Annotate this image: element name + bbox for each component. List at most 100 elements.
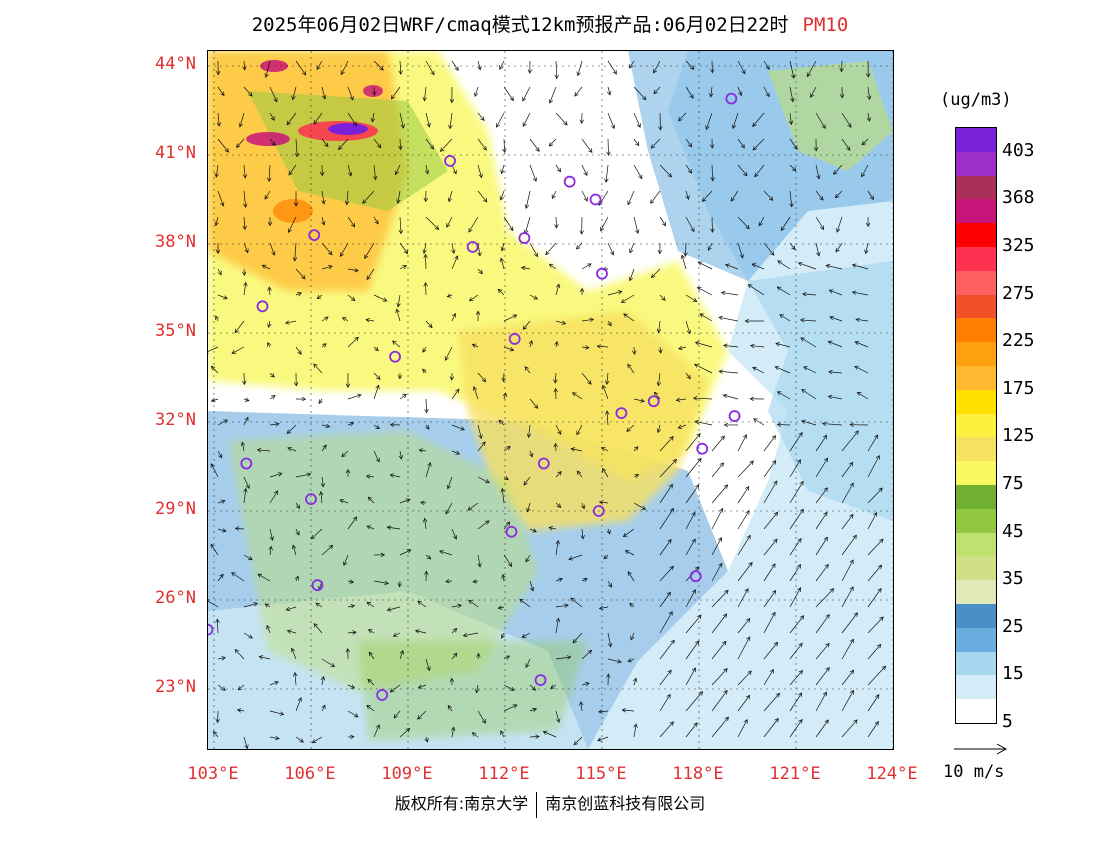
legend-label: 225: [1002, 330, 1035, 352]
wind-arrow: [763, 459, 777, 478]
central-green-zone: [228, 431, 538, 691]
legend-swatch: [956, 151, 996, 177]
wind-arrow: [473, 86, 479, 98]
wind-arrow: [694, 341, 713, 348]
wind-arrow: [243, 416, 249, 426]
wind-arrow: [529, 734, 540, 739]
wind-arrow: [286, 112, 297, 126]
wind-arrow: [776, 422, 791, 427]
legend-swatch: [956, 294, 996, 319]
legend-label: 275: [1002, 282, 1035, 304]
wind-arrow: [576, 60, 583, 77]
wind-arrow: [267, 164, 272, 183]
wind-arrow: [659, 436, 674, 452]
wind-arrow: [598, 605, 609, 611]
wind-arrow: [423, 253, 428, 270]
wind-arrow: [313, 363, 323, 374]
wind-arrow: [633, 723, 638, 738]
city-marker: [444, 155, 456, 167]
wind-arrow: [392, 632, 401, 637]
wind-arrow: [451, 603, 462, 609]
wind-arrow: [347, 579, 355, 584]
wind-arrow: [389, 473, 401, 478]
wind-arrow: [503, 704, 518, 712]
wind-arrow: [737, 485, 750, 504]
wind-arrow: [269, 735, 280, 741]
wind-arrow: [269, 490, 279, 504]
wind-arrow: [867, 538, 884, 556]
wind-arrow: [477, 60, 482, 71]
wind-arrow: [208, 346, 219, 354]
city-marker: [505, 525, 518, 538]
wind-arrow: [789, 718, 803, 738]
wind-arrow: [217, 419, 228, 426]
wind-arrow: [815, 190, 824, 201]
wind-arrow: [217, 190, 225, 207]
wind-arrow: [526, 502, 531, 513]
wind-arrow: [242, 164, 248, 179]
legend-swatch: [956, 699, 996, 724]
wind-arrow: [763, 480, 778, 504]
wind-arrow: [861, 138, 869, 146]
wind-arrow: [763, 60, 770, 70]
wind-arrow: [347, 630, 357, 635]
wind-arrow: [390, 86, 401, 100]
wind-arrow: [503, 476, 509, 481]
wind-arrow: [241, 268, 247, 277]
wind-arrow: [723, 422, 739, 428]
wind-arrow: [399, 265, 408, 270]
wind-arrow: [659, 164, 673, 178]
wind-arrow: [477, 441, 486, 452]
wind-arrow: [633, 164, 643, 180]
wind-arrow: [627, 190, 635, 206]
wind-arrow: [373, 138, 382, 149]
legend-label: 125: [1002, 425, 1035, 447]
wind-arrow: [596, 344, 609, 349]
wind-arrow: [659, 216, 667, 227]
wind-arrow: [789, 459, 801, 478]
legend-label: 325: [1002, 235, 1035, 256]
wind-arrow: [347, 294, 356, 302]
wind-arrow: [215, 618, 220, 634]
hotspot-2: [328, 123, 368, 135]
wind-arrow: [553, 372, 558, 384]
wind-arrow: [216, 112, 222, 127]
wind-arrow: [497, 605, 505, 610]
wind-arrow: [633, 216, 640, 235]
wind-arrow: [267, 216, 273, 227]
wind-arrow: [633, 138, 640, 147]
legend-swatch: [956, 532, 996, 557]
lat-label: 26°N: [155, 588, 196, 608]
wind-arrow: [763, 190, 774, 201]
wind-arrow: [386, 606, 401, 612]
wind-arrow: [815, 434, 828, 452]
wind-arrow: [841, 534, 857, 556]
wind-arrow: [338, 138, 349, 150]
wind-arrow: [425, 112, 431, 128]
wind-arrow: [800, 419, 817, 426]
wind-arrow: [212, 730, 219, 738]
wind-arrow: [477, 520, 490, 530]
wind-arrow: [320, 675, 326, 686]
legend-label: 45: [1002, 520, 1024, 542]
wind-arrow: [607, 112, 616, 130]
wind-arrow: [522, 86, 531, 102]
wind-arrow: [685, 138, 693, 148]
northwest-green-band: [248, 91, 448, 211]
wind-arrow: [264, 190, 271, 200]
wind-arrow: [815, 691, 827, 712]
wind-arrow: [685, 320, 692, 335]
wind-arrow: [243, 602, 258, 608]
wind-arrow: [633, 86, 647, 101]
legend-label: 75: [1002, 473, 1024, 494]
wind-arrow: [581, 138, 593, 154]
wind-arrow: [607, 60, 617, 75]
wind-arrow: [763, 611, 776, 634]
wind-arrow: [294, 138, 300, 158]
wind-arrow: [214, 164, 219, 178]
wind-arrow: [622, 528, 635, 538]
wind-arrow: [753, 418, 765, 426]
wind-arrow: [525, 554, 531, 563]
wind-arrow: [576, 242, 583, 250]
wind-arrow: [841, 719, 858, 738]
